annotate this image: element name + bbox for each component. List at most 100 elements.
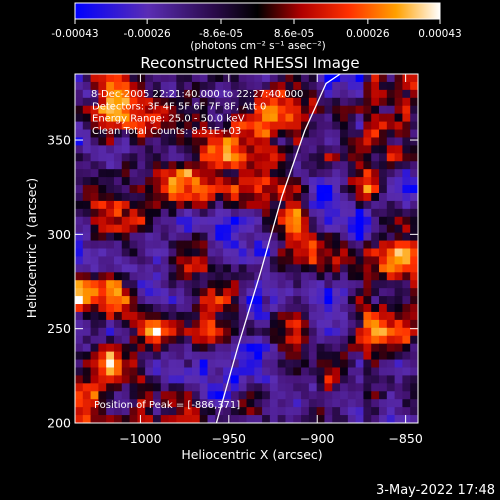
heatmap-cell	[277, 105, 287, 115]
heatmap-cell	[168, 319, 177, 329]
heatmap-cell	[308, 288, 318, 297]
heatmap-cell	[316, 208, 326, 218]
heatmap-cell	[168, 74, 177, 83]
heatmap-cell	[207, 145, 216, 154]
heatmap-cell	[254, 399, 263, 408]
heatmap-cell	[176, 232, 185, 242]
heatmap-cell	[410, 137, 418, 146]
heatmap-cell	[246, 216, 255, 226]
heatmap-cell	[371, 145, 380, 154]
heatmap-cell	[363, 240, 372, 250]
heatmap-cell	[129, 272, 138, 281]
heatmap-cell	[113, 264, 123, 273]
heatmap-cell	[121, 240, 131, 250]
heatmap-cell	[340, 304, 349, 313]
heatmap-cell	[332, 327, 341, 337]
heatmap-cell	[340, 113, 349, 123]
heatmap-cell	[199, 105, 209, 115]
heatmap-cell	[191, 177, 201, 186]
heatmap-cell	[230, 272, 240, 281]
heatmap-cell	[246, 359, 255, 369]
heatmap-cell	[308, 185, 318, 194]
heatmap-cell	[262, 192, 271, 202]
heatmap-cell	[285, 280, 294, 289]
heatmap-cell	[129, 296, 138, 305]
heatmap-cell	[160, 224, 170, 234]
heatmap-cell	[215, 248, 224, 258]
heatmap-cell	[386, 81, 396, 91]
heatmap-cell	[386, 113, 396, 123]
heatmap-cell	[262, 288, 271, 297]
heatmap-cell	[160, 375, 170, 384]
heatmap-cell	[160, 359, 170, 369]
heatmap-cell	[121, 200, 131, 210]
heatmap-cell	[75, 161, 84, 170]
heatmap-cell	[308, 264, 318, 273]
heatmap-cell	[363, 192, 372, 202]
heatmap-cell	[230, 415, 240, 423]
heatmap-cell	[262, 224, 271, 234]
heatmap-cell	[371, 367, 380, 377]
heatmap-cell	[199, 335, 209, 345]
heatmap-cell	[386, 153, 396, 162]
heatmap-cell	[238, 367, 248, 377]
heatmap-cell	[246, 304, 255, 313]
heatmap-cell	[254, 248, 263, 258]
heatmap-cell	[308, 351, 318, 361]
heatmap-cell	[98, 375, 107, 384]
heatmap-cell	[269, 129, 279, 139]
heatmap-cell	[223, 288, 232, 297]
heatmap-cell	[386, 185, 396, 194]
heatmap-cell	[168, 272, 177, 281]
heatmap-cell	[82, 280, 92, 289]
heatmap-cell	[106, 375, 115, 384]
heatmap-cell	[246, 327, 255, 337]
heatmap-cell	[199, 208, 209, 218]
heatmap-cell	[90, 192, 99, 202]
heatmap-cell	[254, 296, 263, 305]
heatmap-cell	[152, 272, 162, 281]
heatmap-cell	[90, 367, 99, 377]
heatmap-cell	[394, 224, 404, 234]
heatmap-cell	[277, 232, 287, 242]
heatmap-cell	[386, 192, 396, 202]
heatmap-cell	[363, 105, 372, 115]
heatmap-cell	[129, 89, 138, 99]
heatmap-cell	[262, 399, 271, 408]
heatmap-cell	[347, 185, 357, 194]
heatmap-cell	[207, 192, 216, 202]
heatmap-cell	[347, 145, 357, 154]
heatmap-cell	[308, 391, 318, 400]
heatmap-cell	[184, 89, 193, 99]
heatmap-cell	[145, 177, 154, 186]
heatmap-cell	[106, 335, 115, 345]
heatmap-cell	[207, 375, 216, 384]
heatmap-cell	[394, 113, 404, 123]
heatmap-cell	[129, 145, 138, 154]
heatmap-cell	[316, 272, 326, 281]
heatmap-cell	[293, 192, 302, 202]
heatmap-cell	[340, 169, 349, 178]
heatmap-cell	[207, 351, 216, 361]
heatmap-cell	[129, 185, 138, 194]
heatmap-cell	[301, 407, 310, 416]
heatmap-cell	[207, 383, 216, 392]
heatmap-cell	[277, 97, 287, 107]
heatmap-cell	[199, 319, 209, 329]
heatmap-cell	[184, 288, 193, 297]
heatmap-cell	[145, 97, 154, 107]
heatmap-cell	[215, 208, 224, 218]
heatmap-cell	[121, 264, 131, 273]
heatmap-cell	[223, 137, 232, 146]
heatmap-cell	[152, 367, 162, 377]
heatmap-cell	[191, 232, 201, 242]
heatmap-cell	[215, 343, 224, 353]
heatmap-cell	[277, 359, 287, 369]
heatmap-cell	[269, 232, 279, 242]
heatmap-cell	[238, 97, 248, 107]
heatmap-cell	[113, 248, 123, 258]
heatmap-cell	[82, 185, 92, 194]
x-axis-label: Heliocentric X (arcsec)	[181, 447, 322, 462]
heatmap-cell	[262, 153, 271, 162]
heatmap-cell	[199, 343, 209, 353]
